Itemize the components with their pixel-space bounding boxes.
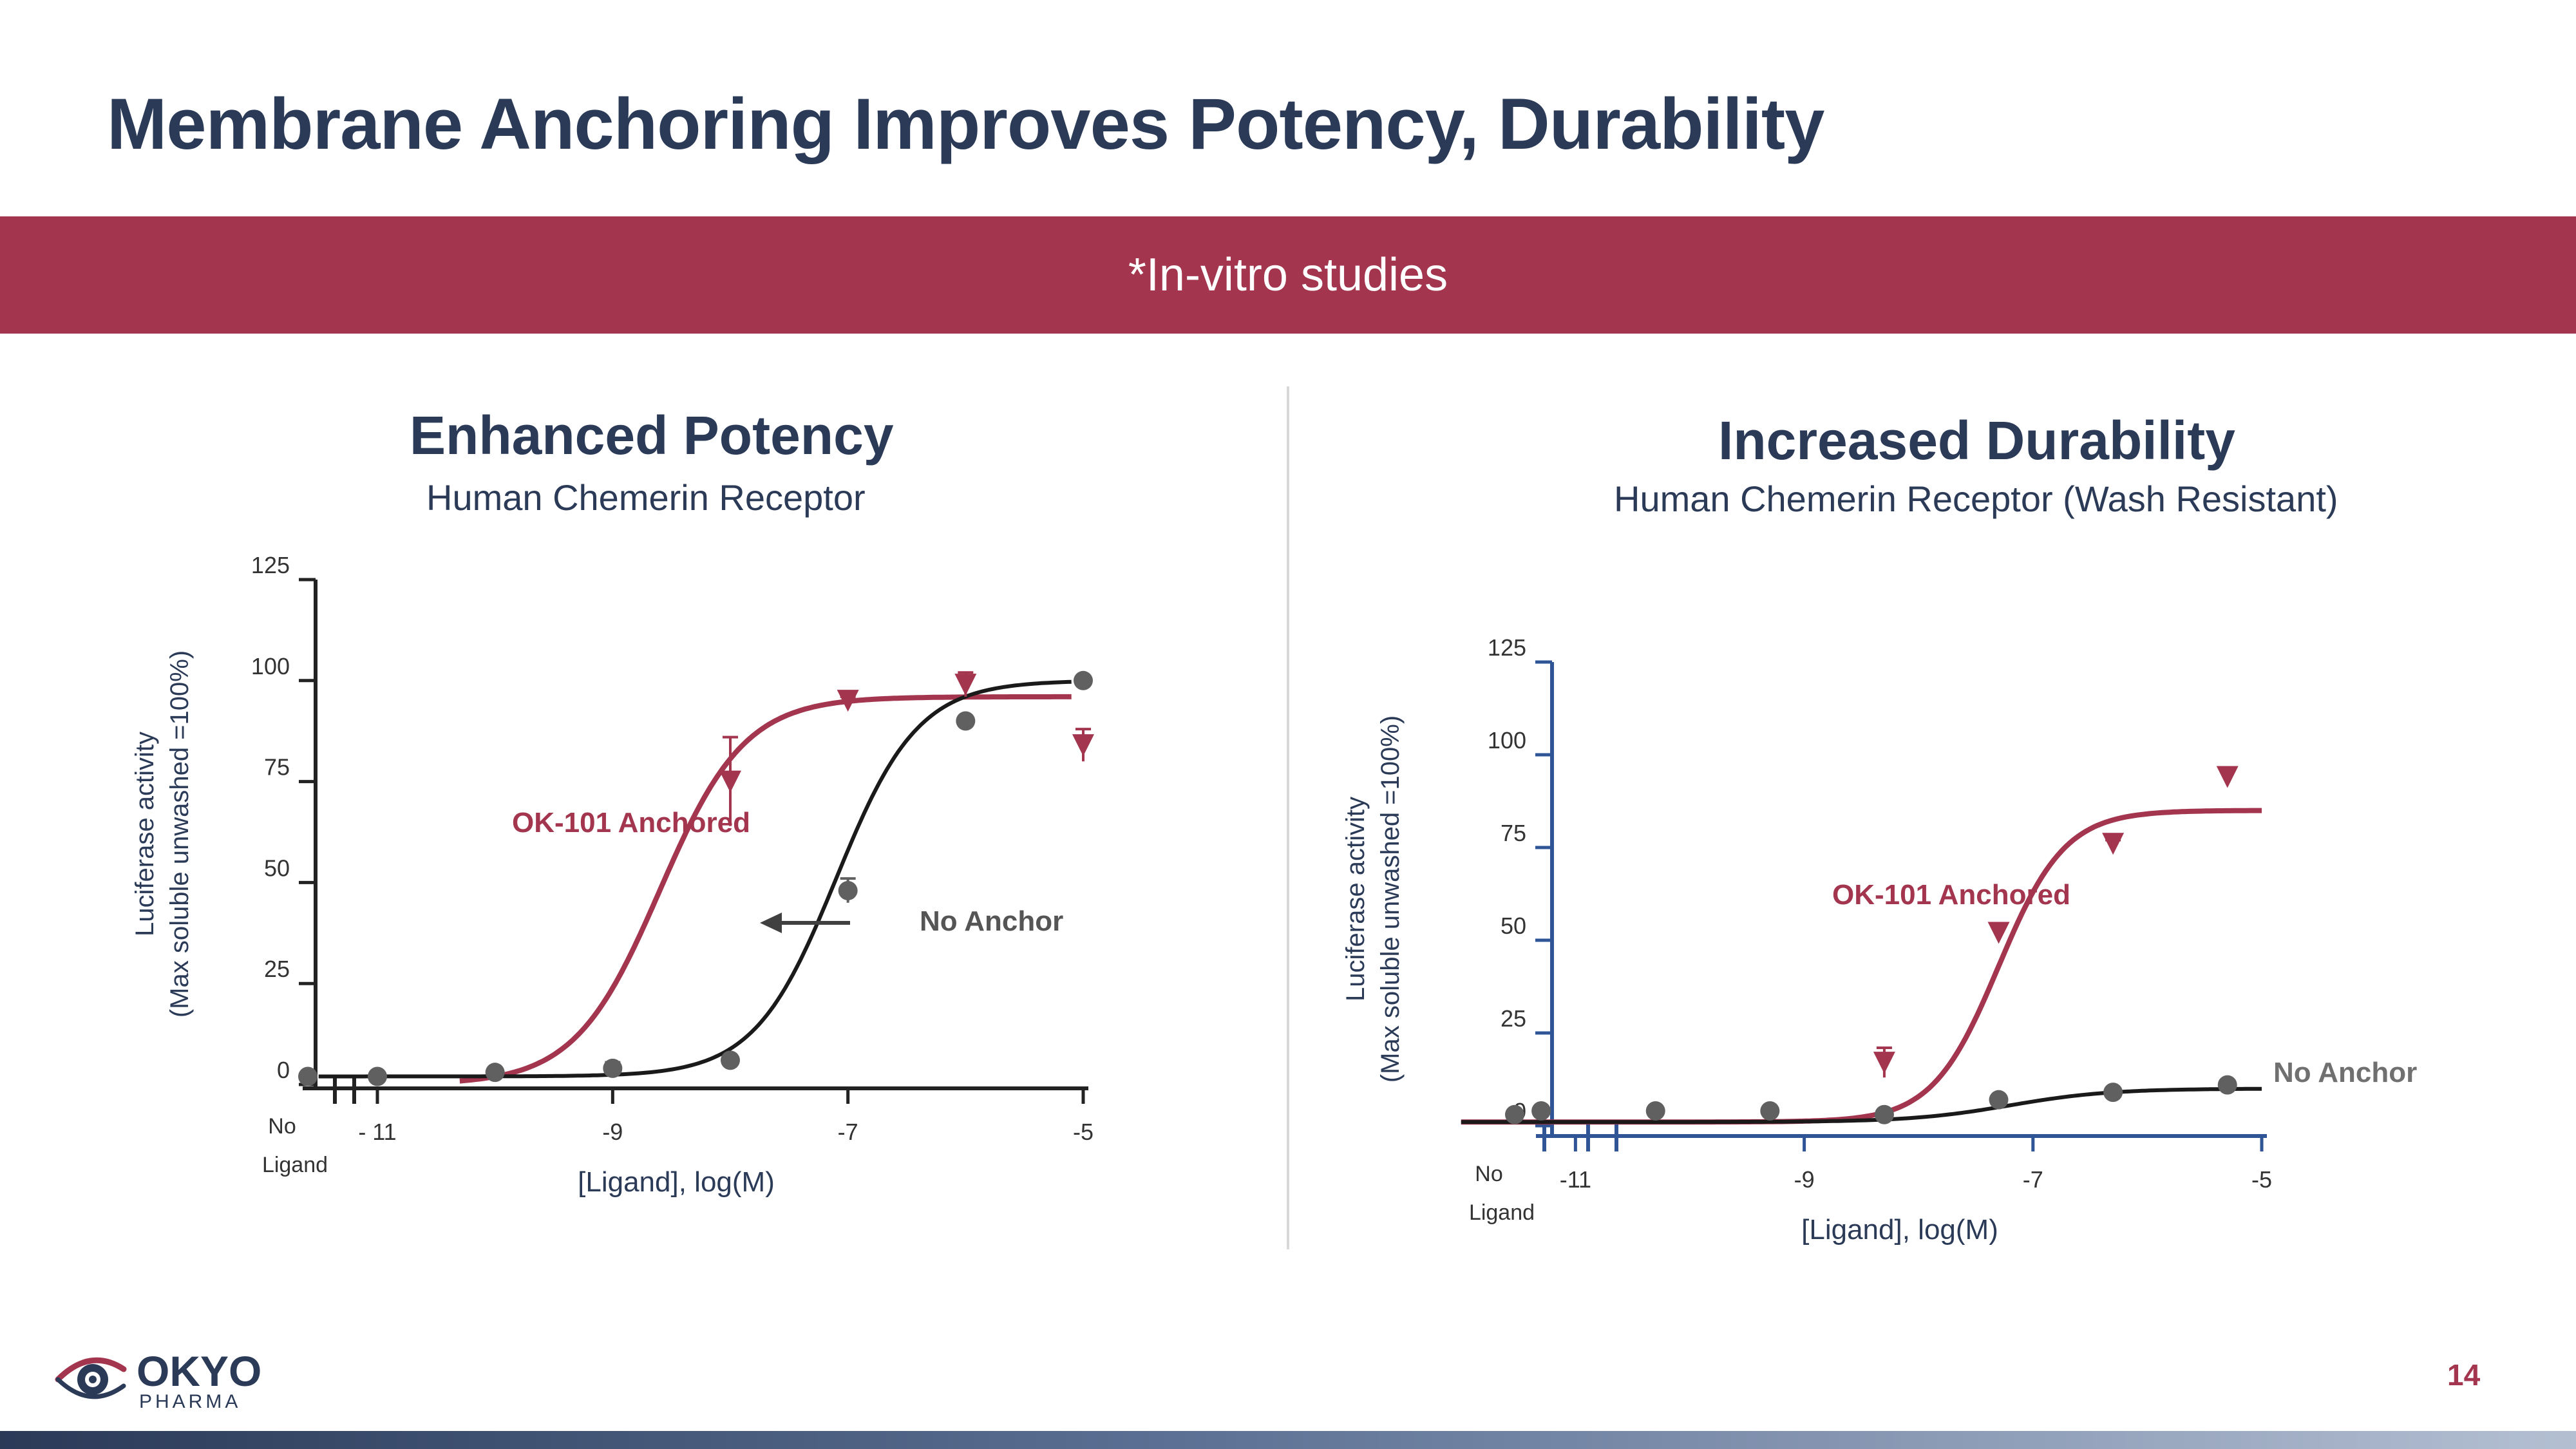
no-anchor-point-4	[838, 880, 858, 900]
left-panel-subtitle: Human Chemerin Receptor	[426, 477, 866, 518]
x-tick-label-2: -7	[2023, 1166, 2043, 1193]
anchored-point-2	[2102, 833, 2125, 855]
y-axis-title-line2: (Max soluble unwashed =100%)	[1376, 715, 1405, 1083]
eye-icon	[55, 1357, 127, 1399]
y-tick-label-75: 75	[1501, 820, 1526, 846]
x-tick-label-0: - 11	[358, 1119, 396, 1145]
x-tick-label-3: -5	[1073, 1119, 1094, 1145]
no-anchor-fit-curve	[1461, 1086, 2262, 1124]
anchored-label: OK-101 Anchored	[1832, 879, 2070, 911]
banner-text: *In-vitro studies	[1128, 249, 1448, 301]
x-tick-label-1: -9	[1794, 1166, 1815, 1193]
footer-gradient-bar	[0, 1431, 2576, 1449]
right-panel-title: Increased Durability	[1718, 410, 2235, 471]
anchored-label: OK-101 Anchored	[512, 807, 750, 838]
no-anchor-point-0	[368, 1066, 387, 1086]
y-tick-label-50: 50	[1501, 913, 1526, 939]
y-axis-title-line1: Luciferase activity	[131, 732, 159, 936]
no-anchor-point-3	[1874, 1104, 1894, 1124]
no-ligand-label-2: Ligand	[1469, 1200, 1535, 1225]
anchored-fit-curve	[1461, 808, 2262, 1125]
panel-divider	[1287, 386, 1289, 1249]
page-number: 14	[2447, 1358, 2481, 1392]
okyo-logo: OKYO PHARMA	[55, 1347, 261, 1410]
slide-title: Membrane Anchoring Improves Potency, Dur…	[107, 84, 1824, 164]
no-anchor-point-1	[1645, 1101, 1665, 1121]
no-anchor-point-3	[721, 1050, 740, 1070]
no-ligand-point	[298, 1066, 317, 1086]
no-anchor-label: No Anchor	[2273, 1057, 2417, 1088]
logo-pharma: PHARMA	[139, 1391, 241, 1410]
y-tick-label-25: 25	[264, 956, 290, 982]
anchored-point-1	[837, 690, 859, 712]
y-axis-title-line2: (Max soluble unwashed =100%)	[166, 650, 194, 1018]
durability-chart: 1251007550250-11-9-7-5NoLigand[Ligand], …	[1341, 634, 2417, 1245]
x-tick-label-0: -11	[1560, 1166, 1591, 1193]
right-panel-subtitle: Human Chemerin Receptor (Wash Resistant)	[1614, 478, 2338, 519]
anchored-point-3	[1072, 734, 1094, 757]
y-tick-label-125: 125	[251, 552, 290, 578]
no-ligand-point	[1505, 1104, 1524, 1124]
no-anchor-point-1	[485, 1063, 505, 1083]
y-tick-label-25: 25	[1501, 1005, 1526, 1032]
no-ligand-label-1: No	[1475, 1162, 1502, 1186]
logo-okyo: OKYO	[137, 1347, 261, 1395]
anchored-point-3	[2216, 766, 2239, 788]
y-axis-title: Luciferase activity (Max soluble unwashed…	[131, 650, 194, 1018]
no-anchor-point-4	[1989, 1090, 2009, 1110]
y-tick-label-75: 75	[264, 754, 290, 781]
no-anchor-point-5	[2103, 1083, 2123, 1103]
y-tick-label-50: 50	[264, 855, 290, 881]
x-tick-label-3: -5	[2251, 1166, 2272, 1193]
x-tick-label-1: -9	[602, 1119, 623, 1145]
no-anchor-point-6	[1074, 670, 1093, 690]
y-axis-title: Luciferase activity (Max soluble unwashed…	[1341, 715, 1405, 1083]
anchored-point-0	[719, 770, 741, 793]
shift-arrow-head	[760, 913, 782, 933]
no-ligand-label-1: No	[268, 1114, 296, 1139]
no-anchor-point-6	[2217, 1075, 2237, 1095]
anchored-point-1	[1987, 922, 2010, 944]
no-anchor-point-2	[603, 1058, 623, 1078]
y-tick-label-100: 100	[1488, 727, 1526, 753]
anchored-point-2	[954, 674, 977, 696]
studies-banner: *In-vitro studies	[0, 216, 2576, 334]
potency-chart: 125 100 75 50 25 0 - 11 -9 -7 -5 No Ligand [Ligand],…	[131, 552, 1094, 1198]
anchored-point-0	[1873, 1052, 1895, 1074]
y-tick-label-100: 100	[251, 653, 290, 679]
no-anchor-fit-curve	[318, 679, 1072, 1079]
x-axis-title: [Ligand], log(M)	[578, 1166, 775, 1198]
y-tick-label-125: 125	[1488, 634, 1526, 661]
no-anchor-label: No Anchor	[920, 905, 1063, 937]
x-axis-title: [Ligand], log(M)	[1801, 1214, 1998, 1245]
no-anchor-point-2	[1760, 1101, 1780, 1121]
no-anchor-point-0	[1531, 1101, 1551, 1121]
y-tick-label-0: 0	[277, 1057, 290, 1083]
no-ligand-label-2: Ligand	[262, 1153, 328, 1177]
x-tick-label-2: -7	[838, 1119, 858, 1145]
y-axis-title-line1: Luciferase activity	[1341, 797, 1370, 1001]
left-panel-title: Enhanced Potency	[410, 405, 894, 466]
no-anchor-point-5	[956, 711, 976, 731]
